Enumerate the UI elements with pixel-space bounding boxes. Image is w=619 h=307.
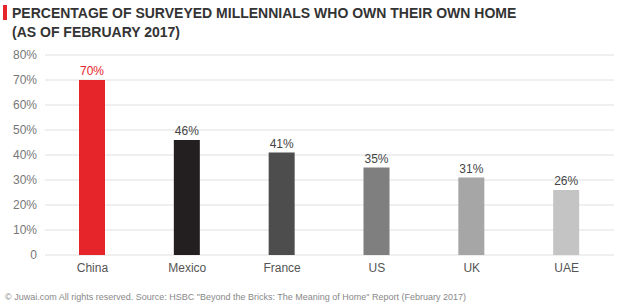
svg-text:46%: 46% [175,124,199,138]
svg-text:Mexico: Mexico [168,261,206,275]
html-text:(AS OF FEBRUARY 2017): (AS OF FEBRUARY 2017) [12,24,180,40]
svg-text:China: China [77,261,109,275]
svg-text:60%: 60% [13,98,37,112]
svg-text:41%: 41% [270,137,294,151]
svg-text:30%: 30% [13,173,37,187]
svg-text:50%: 50% [13,123,37,137]
svg-text:26%: 26% [554,174,578,188]
svg-text:35%: 35% [364,152,388,166]
svg-text:UK: UK [463,261,480,275]
svg-text:40%: 40% [13,148,37,162]
html-text:PERCENTAGE OF SURVEYED MILLENN: PERCENTAGE OF SURVEYED MILLENNIALS WHO O… [12,5,517,21]
svg-text:10%: 10% [13,223,37,237]
svg-text:UAE: UAE [554,261,579,275]
svg-text:France: France [263,261,301,275]
svg-text:US: US [369,261,386,275]
svg-text:70%: 70% [13,73,37,87]
svg-text:80%: 80% [13,48,37,62]
svg-text:0: 0 [30,248,37,262]
html-text:© Juwai.com All rights reserve: © Juwai.com All rights reserved. Source:… [5,292,467,302]
svg-text:70%: 70% [80,64,104,78]
svg-text:31%: 31% [459,162,483,176]
svg-text:20%: 20% [13,198,37,212]
